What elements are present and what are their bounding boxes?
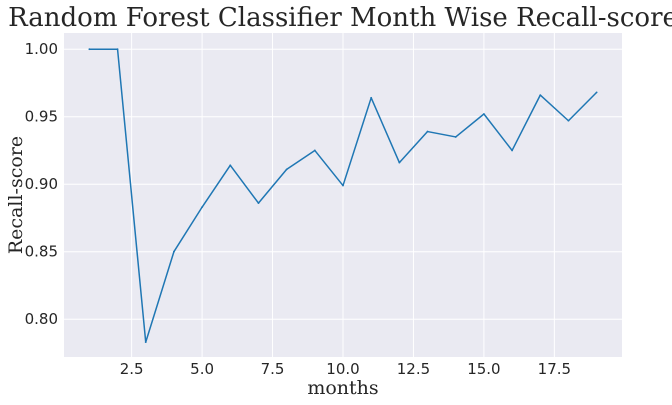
data-point bbox=[539, 94, 542, 96]
data-point bbox=[426, 130, 429, 133]
data-point bbox=[454, 136, 457, 138]
y-tick-label: 0.95 bbox=[25, 108, 58, 126]
data-point bbox=[342, 184, 344, 187]
x-tick-label: 10.0 bbox=[326, 360, 359, 378]
data-point bbox=[370, 96, 373, 99]
data-point bbox=[313, 149, 316, 152]
data-point bbox=[595, 91, 598, 94]
data-point bbox=[567, 119, 570, 122]
y-tick-label: 0.80 bbox=[25, 310, 58, 328]
data-point bbox=[511, 149, 513, 152]
x-tick-label: 2.5 bbox=[120, 360, 144, 378]
data-point bbox=[173, 250, 175, 253]
data-point bbox=[483, 113, 485, 115]
data-point bbox=[229, 164, 232, 167]
chart-title: Random Forest Classifier Month Wise Reca… bbox=[8, 3, 672, 33]
x-axis-label: months bbox=[307, 377, 378, 399]
data-point bbox=[201, 206, 203, 209]
data-point bbox=[285, 168, 288, 171]
data-point bbox=[257, 202, 260, 205]
y-tick-label: 0.90 bbox=[25, 175, 58, 193]
y-tick-label: 1.00 bbox=[25, 40, 58, 58]
x-tick-label: 5.0 bbox=[190, 360, 214, 378]
x-tick-label: 15.0 bbox=[467, 360, 500, 378]
x-tick-label: 7.5 bbox=[261, 360, 285, 378]
data-point bbox=[116, 48, 119, 51]
data-points bbox=[88, 48, 598, 344]
data-point bbox=[88, 48, 91, 51]
data-point bbox=[144, 341, 147, 344]
y-tick-label: 0.85 bbox=[25, 243, 58, 261]
tick-labels: 2.5 5.0 7.5 10.0 12.5 15.0 17.5 0.80 0.85 0.90 0.9… bbox=[25, 40, 571, 378]
x-tick-label: 17.5 bbox=[538, 360, 571, 378]
data-point bbox=[398, 161, 401, 164]
y-axis-label: Recall-score bbox=[5, 136, 27, 254]
x-tick-label: 12.5 bbox=[397, 360, 430, 378]
